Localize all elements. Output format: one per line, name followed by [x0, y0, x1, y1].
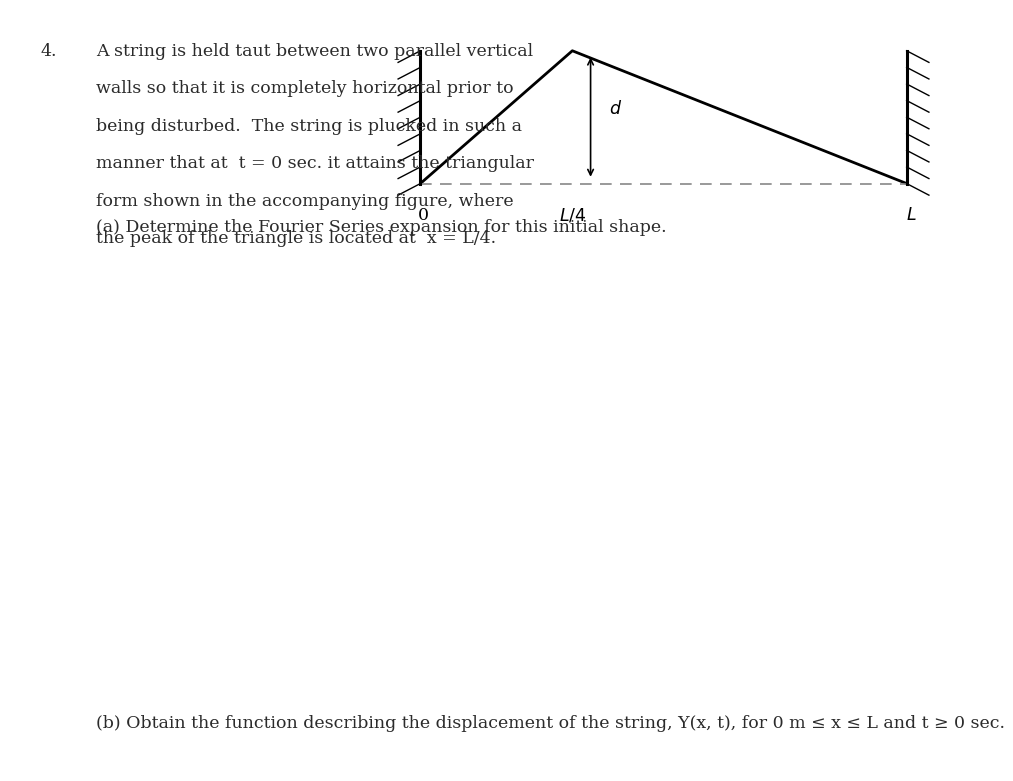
Text: A string is held taut between two parallel vertical: A string is held taut between two parall… [96, 43, 534, 60]
Text: form shown in the accompanying figure, where: form shown in the accompanying figure, w… [96, 193, 514, 210]
Text: (a) Determine the Fourier Series expansion for this initial shape.: (a) Determine the Fourier Series expansi… [96, 219, 667, 236]
Text: $L/4$: $L/4$ [558, 207, 587, 225]
Text: 0: 0 [418, 207, 428, 224]
Text: being disturbed.  The string is plucked in such a: being disturbed. The string is plucked i… [96, 118, 523, 135]
Text: walls so that it is completely horizontal prior to: walls so that it is completely horizonta… [96, 80, 514, 98]
Text: the peak of the triangle is located at  x = L/4.: the peak of the triangle is located at x… [96, 230, 496, 248]
Text: $d$: $d$ [609, 100, 622, 119]
Text: 4.: 4. [41, 43, 57, 60]
Text: (b) Obtain the function describing the displacement of the string, Y(x, t), for : (b) Obtain the function describing the d… [96, 715, 1005, 732]
Text: $L$: $L$ [907, 207, 917, 224]
Text: manner that at  t = 0 sec. it attains the triangular: manner that at t = 0 sec. it attains the… [96, 155, 534, 173]
